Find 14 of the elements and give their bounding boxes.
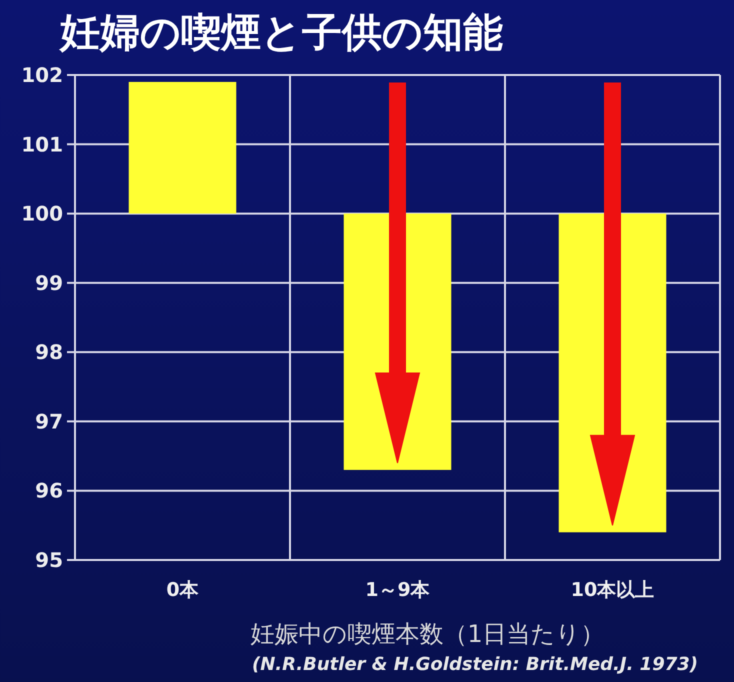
y-tick-label: 99 [35, 270, 63, 295]
x-tick-label: 10本以上 [570, 579, 654, 601]
text: (N.R.Butler & H.Goldstein: Brit.Med.J. 1973) [252, 654, 698, 675]
x-axis-title: 妊娠中の喫煙本数（1日当たり） [250, 620, 605, 648]
y-tick-label: 96 [35, 478, 63, 503]
y-tick-label: 100 [21, 202, 63, 226]
chart-title: 妊婦の喫煙と子供の知能 [58, 10, 503, 56]
x-tick-label: 1～9本 [365, 579, 431, 601]
x-tick-label: 0本 [166, 579, 200, 601]
y-tick-label: 97 [35, 409, 63, 434]
y-tick-label: 95 [35, 548, 63, 572]
y-tick-label: 98 [35, 340, 63, 364]
y-tick-label: 101 [21, 132, 63, 156]
y-tick-label: 102 [21, 63, 63, 87]
